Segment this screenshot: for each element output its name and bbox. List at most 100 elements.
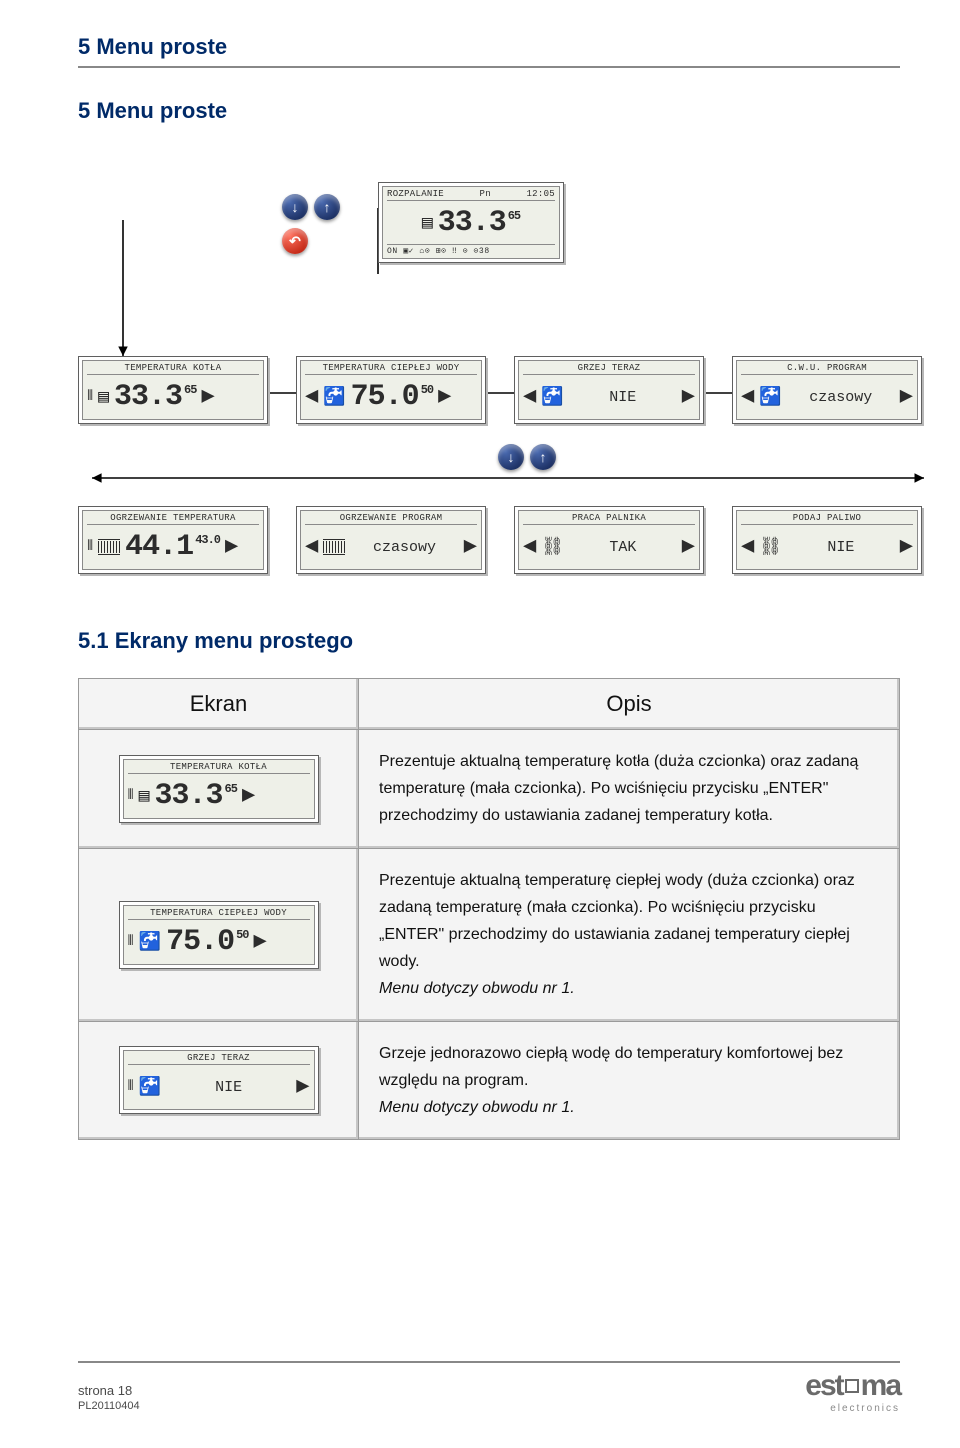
- chevron-right-icon: ▶: [900, 536, 913, 558]
- boiler-icon: ▤: [422, 212, 433, 234]
- tap-icon: 🚰: [139, 1076, 161, 1098]
- desc-italic: Menu dotyczy obwodu nr 1.: [379, 1099, 575, 1116]
- lcd-main-title-m: Pn: [480, 189, 491, 199]
- chevron-right-icon: ▶: [682, 536, 695, 558]
- chevron-left-icon: ⦀: [128, 935, 134, 949]
- lcd-r1-3: C.W.U. PROGRAM ◀🚰 czasowy ▶: [732, 356, 922, 424]
- lcd-table: TEMPERATURA KOTŁA ⦀▤33.365▶: [119, 755, 319, 823]
- nav-buttons-mid: ↓ ↑: [498, 444, 556, 470]
- burner-icon: ⛓: [759, 536, 782, 558]
- lcd-main-title-r: 12:05: [526, 189, 555, 199]
- down-arrow-icon[interactable]: ↓: [282, 194, 308, 220]
- back-button-row: ↶: [282, 228, 308, 254]
- lcd-value: 33.365: [155, 779, 237, 813]
- nav-buttons-top: ↓ ↑: [282, 194, 340, 220]
- lcd-r2-3: PODAJ PALIWO ◀⛓ NIE ▶: [732, 506, 922, 574]
- chevron-right-icon: ▶: [464, 536, 477, 558]
- lcd-value: czasowy: [350, 539, 459, 556]
- lcd-value: NIE: [166, 1079, 291, 1096]
- lcd-title: C.W.U. PROGRAM: [787, 363, 867, 373]
- lcd-title: TEMPERATURA CIEPŁEJ WODY: [150, 908, 287, 918]
- lcd-table: TEMPERATURA CIEPŁEJ WODY ⦀ 🚰75.050 ▶: [119, 901, 319, 969]
- description-table: Ekran Opis TEMPERATURA KOTŁA ⦀▤33.365▶ P…: [78, 678, 900, 1140]
- chevron-left-icon: ◀: [741, 536, 754, 558]
- chevron-right-icon: ▶: [254, 931, 267, 953]
- boiler-icon: ▤: [139, 785, 150, 807]
- tap-icon: 🚰: [541, 386, 563, 408]
- lcd-value: NIE: [569, 389, 677, 406]
- lcd-r1-0: TEMPERATURA KOTŁA ⦀▤33.365▶: [78, 356, 268, 424]
- lcd-value: TAK: [569, 539, 677, 556]
- lcd-main-title-l: ROZPALANIE: [387, 189, 444, 199]
- radiator-icon: [323, 539, 345, 555]
- table-row: GRZEJ TERAZ ⦀ 🚰 NIE ▶ Grzeje jednorazowo ci…: [79, 1021, 900, 1140]
- lcd-title: GRZEJ TERAZ: [187, 1053, 250, 1063]
- chevron-left-icon: ⦀: [128, 1080, 134, 1094]
- lcd-title: TEMPERATURA KOTŁA: [125, 363, 222, 373]
- chevron-right-icon: ▶: [900, 386, 913, 408]
- lcd-main: ROZPALANIE Pn 12:05 ▤ 33.365 ON ▣✓ ⌂⊙ ⊞⊙…: [378, 182, 564, 263]
- lcd-value: 44.143.0: [125, 530, 220, 564]
- lcd-main-value: 33.3: [438, 206, 506, 240]
- radiator-icon: [98, 539, 120, 555]
- chevron-left-icon: ◀: [523, 386, 536, 408]
- tap-icon: 🚰: [323, 386, 345, 408]
- chevron-left-icon: ◀: [305, 386, 318, 408]
- lcd-title: PODAJ PALIWO: [793, 513, 861, 523]
- up-arrow-icon[interactable]: ↑: [314, 194, 340, 220]
- table-row: TEMPERATURA KOTŁA ⦀▤33.365▶ Prezentuje a…: [79, 730, 900, 849]
- lcd-r1-1: TEMPERATURA CIEPŁEJ WODY ◀🚰 75.050▶: [296, 356, 486, 424]
- chevron-left-icon: ◀: [523, 536, 536, 558]
- lcd-value: 33.365: [114, 380, 196, 414]
- cell-screen: GRZEJ TERAZ ⦀ 🚰 NIE ▶: [79, 1021, 359, 1140]
- cell-screen: TEMPERATURA KOTŁA ⦀▤33.365▶: [79, 730, 359, 849]
- lcd-r1-2: GRZEJ TERAZ ◀🚰 NIE ▶: [514, 356, 704, 424]
- th-opis: Opis: [359, 679, 900, 730]
- lcd-r2-2: PRACA PALNIKA ◀⛓TAK▶: [514, 506, 704, 574]
- cell-screen: TEMPERATURA CIEPŁEJ WODY ⦀ 🚰75.050 ▶: [79, 848, 359, 1021]
- chevron-right-icon: ▶: [682, 386, 695, 408]
- lcd-title: GRZEJ TERAZ: [578, 363, 641, 373]
- lcd-value: 75.050: [166, 925, 248, 959]
- footer-code: PL20110404: [78, 1399, 140, 1414]
- lcd-value: 75.050: [351, 380, 433, 414]
- chevron-left-icon: ◀: [305, 536, 318, 558]
- page-footer: strona 18 PL20110404 estma electronics: [78, 1361, 900, 1414]
- th-ekran: Ekran: [79, 679, 359, 730]
- down-arrow-icon[interactable]: ↓: [498, 444, 524, 470]
- lcd-main-sup: 65: [508, 209, 520, 223]
- lcd-value: czasowy: [787, 389, 895, 406]
- lcd-r2-0: OGRZEWANIE TEMPERATURA ⦀44.143.0▶: [78, 506, 268, 574]
- cell-desc: Grzeje jednorazowo ciepłą wodę do temper…: [359, 1021, 900, 1140]
- menu-diagram: ↓ ↑ ↶ ROZPALANIE Pn 12:05 ▤ 33.365 ON ▣✓…: [78, 148, 900, 588]
- chevron-left-icon: ◀: [741, 386, 754, 408]
- chevron-right-icon: ▶: [225, 536, 238, 558]
- lcd-value: NIE: [787, 539, 895, 556]
- tap-icon: 🚰: [139, 931, 161, 953]
- desc-text: Grzeje jednorazowo ciepłą wodę do temper…: [379, 1040, 879, 1122]
- lcd-title: TEMPERATURA KOTŁA: [170, 762, 267, 772]
- cell-desc: Prezentuje aktualną temperaturę ciepłej …: [359, 848, 900, 1021]
- subsection-title: 5.1 Ekrany menu prostego: [78, 628, 900, 654]
- burner-icon: ⛓: [541, 536, 564, 558]
- up-arrow-icon[interactable]: ↑: [530, 444, 556, 470]
- cell-desc: Prezentuje aktualną temperaturę kotła (d…: [359, 730, 900, 849]
- lcd-title: OGRZEWANIE TEMPERATURA: [110, 513, 235, 523]
- header-rule: [78, 66, 900, 68]
- desc-italic: Menu dotyczy obwodu nr 1.: [379, 980, 575, 997]
- lcd-title: TEMPERATURA CIEPŁEJ WODY: [323, 363, 460, 373]
- tap-icon: 🚰: [759, 386, 781, 408]
- section-title: 5 Menu proste: [78, 98, 900, 124]
- table-row: TEMPERATURA CIEPŁEJ WODY ⦀ 🚰75.050 ▶ Preze…: [79, 848, 900, 1021]
- boiler-icon: ▤: [98, 386, 109, 408]
- page-header: 5 Menu proste: [78, 34, 900, 60]
- lcd-r2-1: OGRZEWANIE PROGRAM ◀czasowy▶: [296, 506, 486, 574]
- chevron-right-icon: ▶: [242, 785, 255, 807]
- footer-page: strona 18: [78, 1382, 140, 1400]
- desc-text: Prezentuje aktualną temperaturę kotła (d…: [379, 748, 879, 830]
- chevron-right-icon: ▶: [296, 1076, 309, 1098]
- footer-logo: estma electronics: [805, 1369, 900, 1414]
- chevron-right-icon: ▶: [438, 386, 451, 408]
- back-icon[interactable]: ↶: [282, 228, 308, 254]
- footer-logo-sub: electronics: [813, 1403, 900, 1414]
